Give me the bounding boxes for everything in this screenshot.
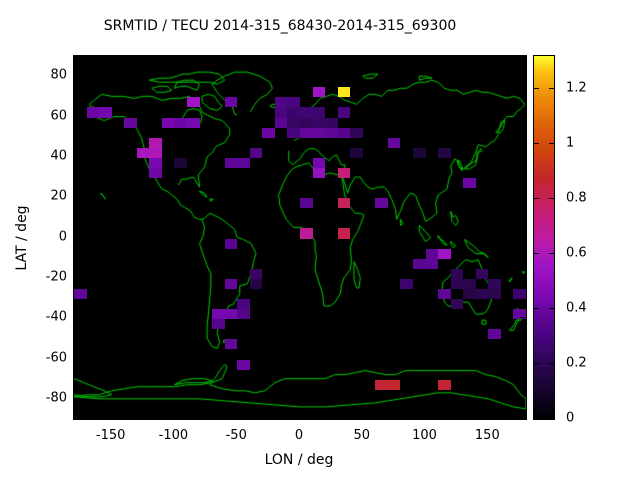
y-axis-tick-label: 40 xyxy=(50,148,67,164)
x-axis-tick xyxy=(110,413,112,418)
y-axis-tick-right xyxy=(520,75,525,77)
colorbar-tick xyxy=(549,308,554,309)
x-axis-tick-label: -150 xyxy=(95,428,126,443)
colorbar-tick-label: 1 xyxy=(566,135,575,151)
colorbar-tick xyxy=(549,198,554,199)
y-axis-tick xyxy=(73,236,78,238)
colorbar-tick xyxy=(549,88,554,89)
y-axis-tick-right xyxy=(520,357,525,359)
colorbar-tick xyxy=(534,143,539,144)
x-axis-tick-label: -100 xyxy=(158,428,189,443)
y-axis-tick xyxy=(73,75,78,77)
y-axis-tick-right xyxy=(520,236,525,238)
x-axis-tick-top xyxy=(110,55,112,60)
map-plot-area xyxy=(73,55,527,420)
colorbar xyxy=(533,55,555,420)
colorbar-gradient xyxy=(534,56,554,419)
x-axis-tick xyxy=(487,413,489,418)
x-axis-tick-top xyxy=(173,55,175,60)
colorbar-tick-label: 0 xyxy=(566,410,575,426)
x-axis-tick xyxy=(173,413,175,418)
x-axis-tick xyxy=(299,413,300,418)
x-axis-tick-label: -50 xyxy=(225,428,247,443)
colorbar-tick xyxy=(549,143,554,144)
y-axis-tick xyxy=(73,115,78,117)
y-axis-tick-label: 0 xyxy=(58,229,67,244)
y-axis-tick xyxy=(73,155,78,157)
y-axis-tick xyxy=(73,397,78,399)
y-axis-tick-label: -20 xyxy=(45,269,67,285)
plot-title: SRMTID / TECU 2014-315_68430-2014-315_69… xyxy=(103,18,457,34)
y-axis-tick-right xyxy=(520,276,525,278)
x-axis-tick-top xyxy=(424,55,426,60)
colorbar-tick xyxy=(534,253,539,254)
y-axis-tick-label: -80 xyxy=(45,390,67,406)
coastline-map xyxy=(74,56,526,419)
x-axis-tick-top xyxy=(361,55,363,60)
y-axis-tick-right xyxy=(520,397,525,399)
colorbar-tick xyxy=(549,253,554,254)
colorbar-tick-label: 0.4 xyxy=(566,300,587,316)
x-axis-tick xyxy=(236,413,238,418)
x-axis-tick-label: 100 xyxy=(412,428,437,443)
y-axis-tick-label: -40 xyxy=(45,309,67,325)
colorbar-tick xyxy=(534,363,539,364)
y-axis-tick-right xyxy=(520,196,525,198)
y-axis-tick-label: 80 xyxy=(50,67,67,83)
colorbar-tick xyxy=(534,418,539,419)
x-axis-tick xyxy=(361,413,363,418)
x-axis-tick-label: 50 xyxy=(353,428,371,443)
colorbar-tick-label: 0.8 xyxy=(566,190,587,206)
y-axis-tick-right xyxy=(520,155,525,157)
colorbar-tick-label: 1.2 xyxy=(566,80,587,96)
colorbar-tick-label: 0.6 xyxy=(566,245,587,261)
y-axis-title: LAT / deg xyxy=(14,205,30,271)
colorbar-tick xyxy=(534,198,539,199)
y-axis-tick-label: 20 xyxy=(50,188,67,204)
colorbar-tick-label: 0.2 xyxy=(566,355,587,371)
y-axis-tick xyxy=(73,357,78,359)
x-axis-tick xyxy=(424,413,426,418)
y-axis-tick-label: -60 xyxy=(45,350,67,365)
colorbar-tick xyxy=(534,308,539,309)
y-axis-tick xyxy=(73,196,78,198)
y-axis-tick-right xyxy=(520,115,525,117)
y-axis-tick xyxy=(73,276,78,278)
x-axis-tick-top xyxy=(236,55,238,60)
y-axis-tick xyxy=(73,317,78,319)
y-axis-tick-label: 60 xyxy=(50,108,67,123)
x-axis-title: LON / deg xyxy=(264,452,334,468)
colorbar-tick xyxy=(534,88,539,89)
y-axis-tick-right xyxy=(520,317,525,319)
x-axis-tick-top xyxy=(299,55,300,60)
x-axis-tick-top xyxy=(487,55,489,60)
x-axis-tick-label: 0 xyxy=(294,428,304,443)
colorbar-tick xyxy=(549,363,554,364)
x-axis-tick-label: 150 xyxy=(474,428,500,443)
colorbar-tick xyxy=(549,418,554,419)
